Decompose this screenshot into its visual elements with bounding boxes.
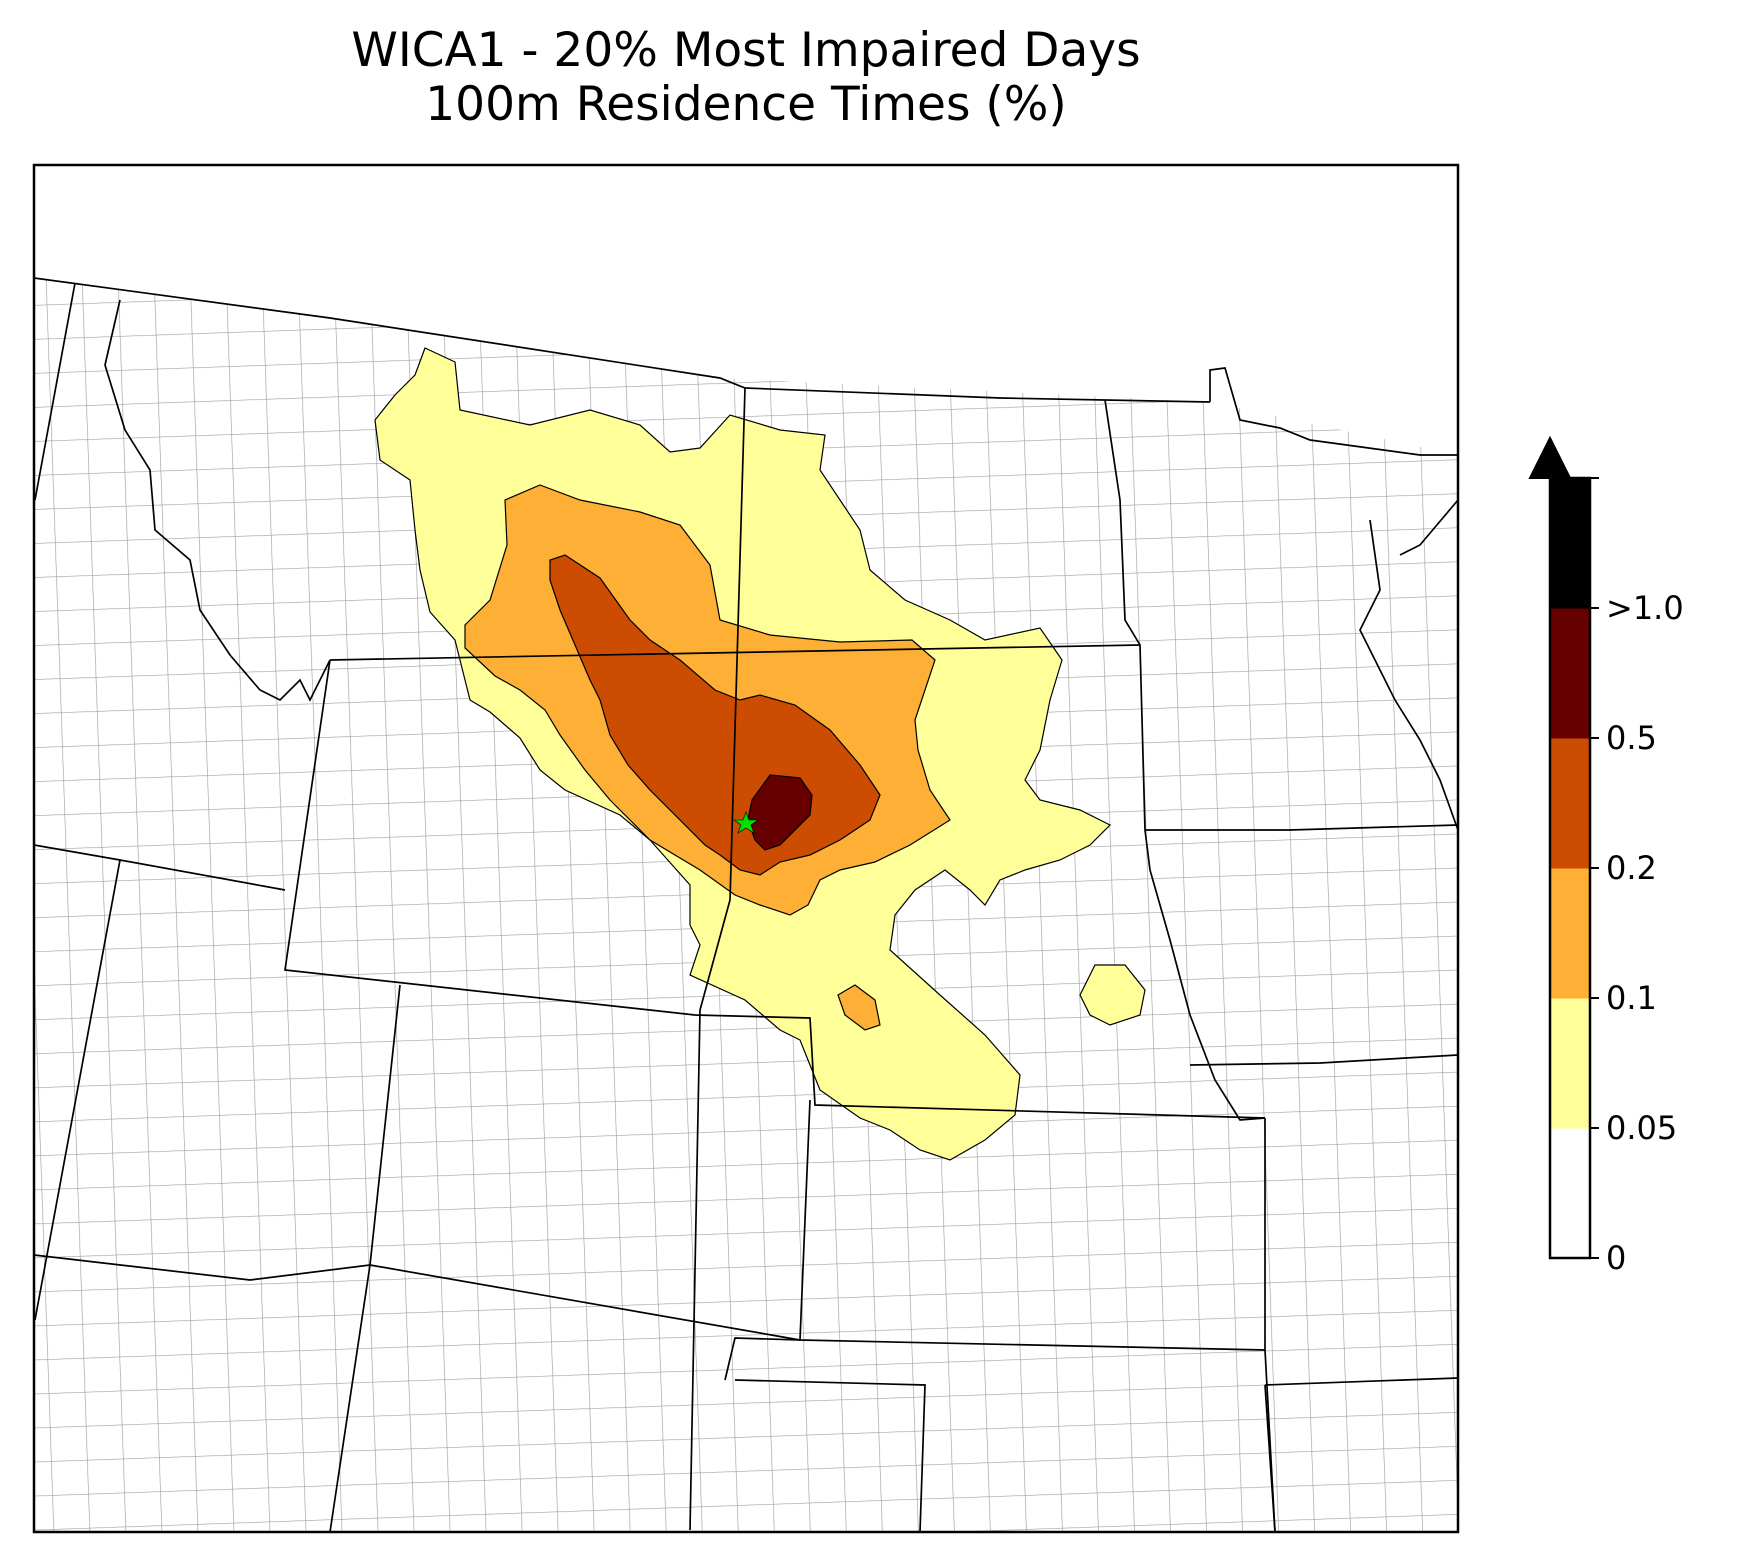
colorbar-tick-label: 0.1 [1606, 979, 1657, 1017]
colorbar-band-0 [1550, 1128, 1590, 1259]
colorbar-tick-label: 0.5 [1606, 719, 1657, 757]
colorbar-band-1.0 [1550, 478, 1590, 609]
title-line-2: 100m Residence Times (%) [425, 77, 1067, 132]
colorbar-extend-arrow [1528, 435, 1572, 479]
colorbar-tick-label: >1.0 [1606, 589, 1684, 627]
colorbar-tick-label: 0.2 [1606, 849, 1657, 887]
colorbar-band-0.2 [1550, 738, 1590, 869]
contour-band-0.5 [747, 774, 813, 851]
state-boundaries [34, 277, 1458, 1532]
colorbar-tick-label: 0.05 [1606, 1109, 1678, 1147]
map-frame [32, 163, 1460, 1534]
colorbar-band-0.5 [1550, 608, 1590, 739]
title-line-1: WICA1 - 20% Most Impaired Days [351, 23, 1141, 78]
colorbar-tick-label: 0 [1606, 1239, 1627, 1277]
colorbar-band-0.1 [1550, 868, 1590, 999]
star-icon [733, 811, 759, 834]
map-title: WICA1 - 20% Most Impaired Days 100m Resi… [34, 24, 1458, 132]
colorbar-band-0.05 [1550, 998, 1590, 1129]
